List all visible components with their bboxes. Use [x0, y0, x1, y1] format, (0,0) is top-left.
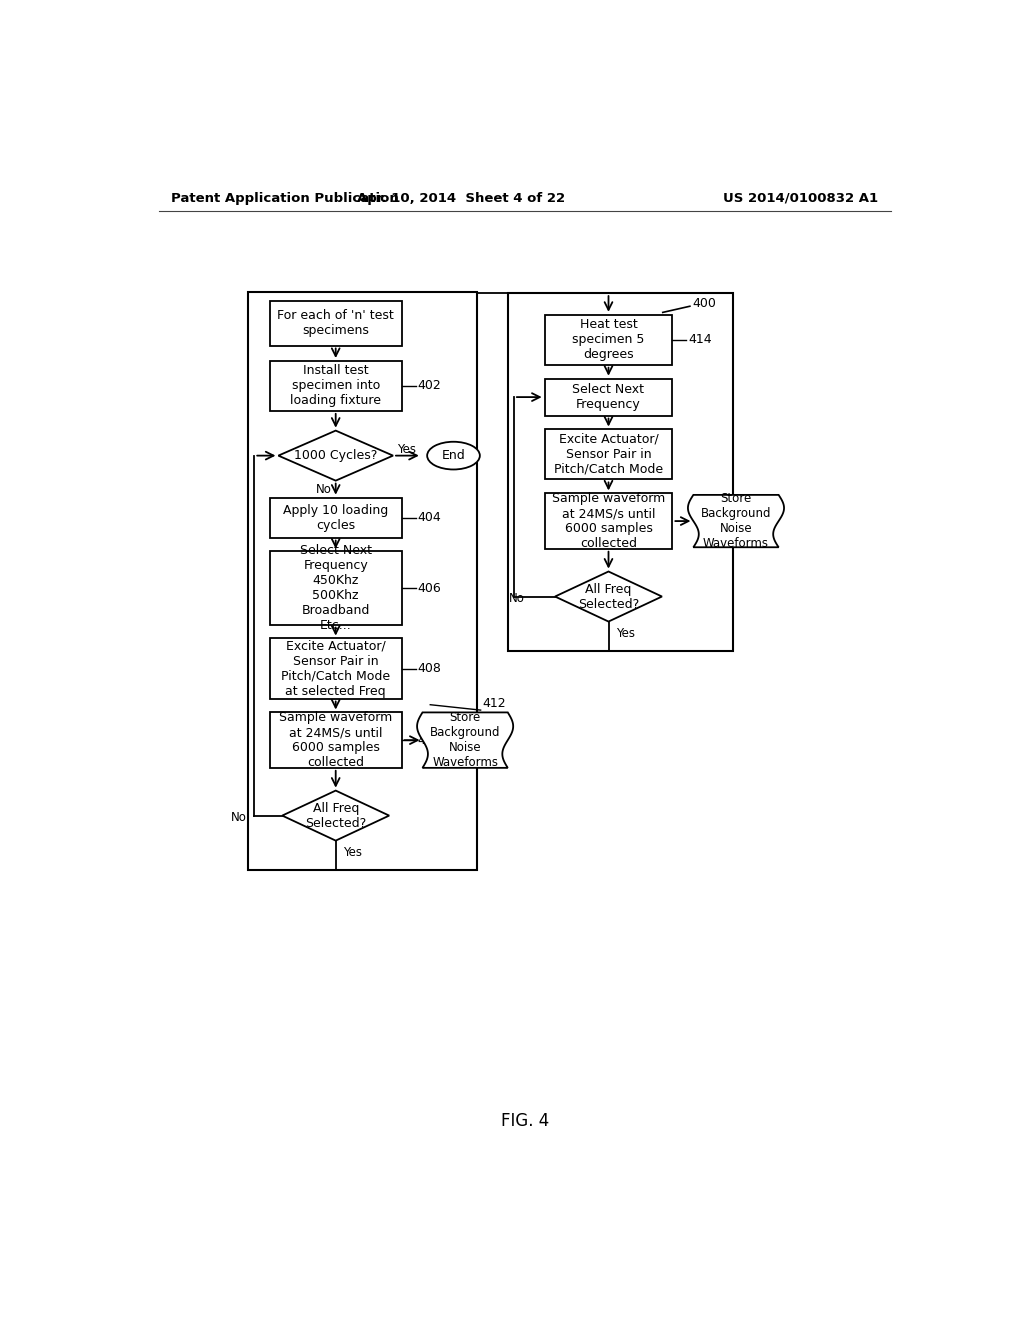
- FancyBboxPatch shape: [270, 713, 401, 768]
- Polygon shape: [688, 495, 784, 548]
- Polygon shape: [283, 791, 389, 841]
- FancyBboxPatch shape: [270, 552, 401, 624]
- Text: 402: 402: [417, 379, 440, 392]
- FancyBboxPatch shape: [270, 639, 401, 698]
- Text: 410: 410: [417, 734, 440, 747]
- Text: Select Next
Frequency
450Khz
500Khz
Broadband
Etc...: Select Next Frequency 450Khz 500Khz Broa…: [300, 544, 372, 632]
- Text: Yes: Yes: [343, 846, 362, 859]
- FancyBboxPatch shape: [545, 379, 673, 416]
- Text: 400: 400: [692, 297, 716, 310]
- Text: No: No: [230, 812, 247, 825]
- Text: Excite Actuator/
Sensor Pair in
Pitch/Catch Mode
at selected Freq: Excite Actuator/ Sensor Pair in Pitch/Ca…: [282, 639, 390, 697]
- Polygon shape: [279, 430, 393, 480]
- Bar: [508, 293, 732, 651]
- Text: Yes: Yes: [397, 444, 416, 455]
- FancyBboxPatch shape: [270, 360, 401, 411]
- FancyBboxPatch shape: [545, 429, 673, 479]
- Text: Sample waveform
at 24MS/s until
6000 samples
collected: Sample waveform at 24MS/s until 6000 sam…: [552, 492, 666, 550]
- Text: 404: 404: [417, 511, 440, 524]
- Text: Store
Background
Noise
Waveforms: Store Background Noise Waveforms: [700, 492, 771, 550]
- Ellipse shape: [427, 442, 480, 470]
- Text: Select Next
Frequency: Select Next Frequency: [572, 383, 644, 411]
- Text: Install test
specimen into
loading fixture: Install test specimen into loading fixtu…: [290, 364, 381, 408]
- Text: FIG. 4: FIG. 4: [501, 1111, 549, 1130]
- Text: Patent Application Publication: Patent Application Publication: [171, 191, 398, 205]
- Text: Excite Actuator/
Sensor Pair in
Pitch/Catch Mode: Excite Actuator/ Sensor Pair in Pitch/Ca…: [554, 433, 664, 477]
- Text: No: No: [316, 483, 332, 496]
- Text: 408: 408: [417, 663, 441, 675]
- Text: Apply 10 loading
cycles: Apply 10 loading cycles: [283, 504, 388, 532]
- Text: Yes: Yes: [616, 627, 635, 640]
- Text: Heat test
specimen 5
degrees: Heat test specimen 5 degrees: [572, 318, 645, 362]
- Text: 1000 Cycles?: 1000 Cycles?: [294, 449, 378, 462]
- Bar: [248, 292, 477, 870]
- Text: All Freq
Selected?: All Freq Selected?: [305, 801, 367, 829]
- Text: No: No: [509, 593, 525, 606]
- Text: Sample waveform
at 24MS/s until
6000 samples
collected: Sample waveform at 24MS/s until 6000 sam…: [280, 711, 392, 770]
- Text: 406: 406: [417, 582, 440, 594]
- Polygon shape: [417, 713, 513, 768]
- Text: End: End: [441, 449, 465, 462]
- Polygon shape: [555, 572, 662, 622]
- Text: US 2014/0100832 A1: US 2014/0100832 A1: [723, 191, 879, 205]
- FancyBboxPatch shape: [270, 498, 401, 537]
- Text: 412: 412: [482, 697, 506, 710]
- Text: Store
Background
Noise
Waveforms: Store Background Noise Waveforms: [430, 711, 501, 770]
- FancyBboxPatch shape: [545, 314, 673, 364]
- FancyBboxPatch shape: [270, 301, 401, 346]
- Text: All Freq
Selected?: All Freq Selected?: [578, 582, 639, 611]
- Text: For each of 'n' test
specimens: For each of 'n' test specimens: [278, 309, 394, 337]
- Text: 414: 414: [688, 333, 712, 346]
- Text: Apr. 10, 2014  Sheet 4 of 22: Apr. 10, 2014 Sheet 4 of 22: [357, 191, 565, 205]
- FancyBboxPatch shape: [545, 494, 673, 549]
